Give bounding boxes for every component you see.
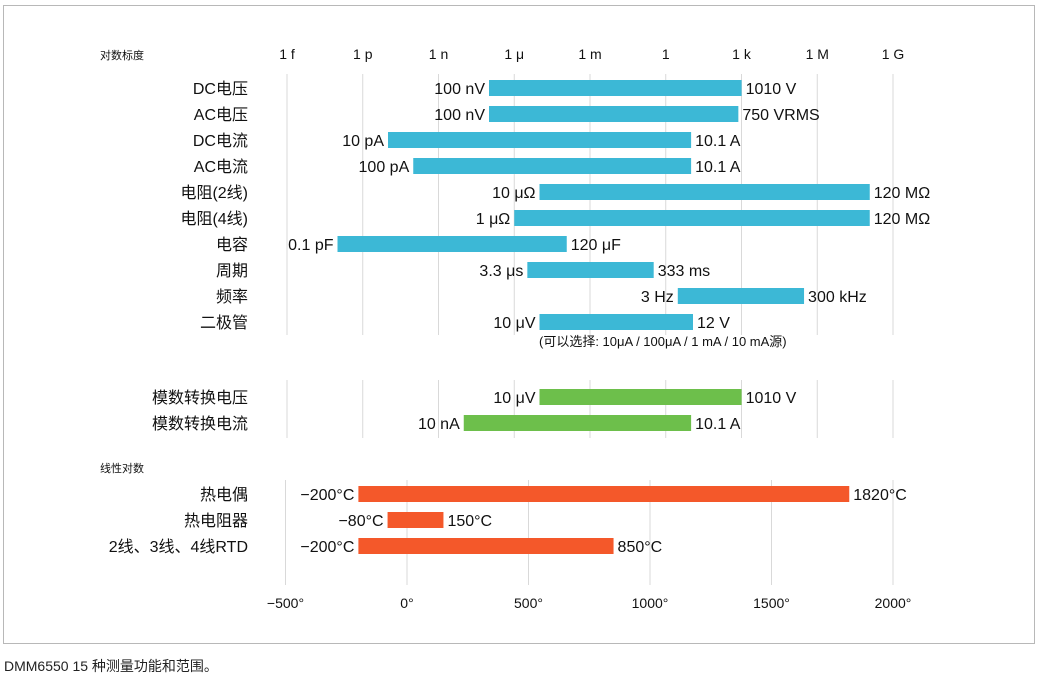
min-value-label: 100 pA (359, 159, 410, 176)
row-label: AC电流 (194, 158, 248, 176)
row-label: 电容 (216, 236, 248, 254)
min-value-label: −80°C (338, 513, 383, 530)
row-label: 2线、3线、4线RTD (109, 538, 248, 556)
range-bar (463, 415, 692, 431)
linear-tick-label: 500° (514, 595, 543, 611)
row-label: 模数转换电流 (152, 415, 248, 433)
row-label: 电阻(2线) (180, 184, 248, 202)
max-value-label: 12 V (697, 315, 730, 332)
min-value-label: 10 nA (418, 416, 460, 433)
row-label: AC电压 (194, 106, 248, 124)
min-value-label: 3.3 μs (479, 263, 523, 280)
max-value-label: 1010 V (746, 390, 797, 407)
max-value-label: 10.1 A (695, 159, 741, 176)
range-bar (387, 512, 444, 528)
max-value-label: 1010 V (746, 81, 797, 98)
min-value-label: 10 μΩ (492, 185, 535, 202)
section-title-linear: 线性对数 (100, 461, 144, 475)
range-bar (539, 184, 870, 200)
log-tick-label: 1 f (279, 46, 295, 62)
max-value-label: 750 VRMS (742, 107, 819, 124)
row-label: 热电阻器 (184, 512, 248, 530)
min-value-label: 10 μV (493, 390, 535, 407)
log-tick-label: 1 M (806, 46, 829, 62)
range-bar (539, 389, 742, 405)
figure-caption: DMM6550 15 种测量功能和范围。 (4, 658, 218, 674)
row-label: 二极管 (200, 314, 248, 332)
range-bar (413, 158, 692, 174)
max-value-label: 850°C (618, 539, 663, 556)
row-label: 模数转换电压 (152, 389, 248, 407)
row-label: DC电压 (193, 80, 248, 98)
max-value-label: 10.1 A (695, 133, 741, 150)
row-label: 周期 (216, 262, 248, 280)
min-value-label: 1 μΩ (476, 211, 511, 228)
log-tick-label: 1 n (429, 46, 448, 62)
range-bar (388, 132, 692, 148)
range-bar (489, 106, 739, 122)
min-value-label: 100 nV (434, 81, 485, 98)
min-value-label: 10 pA (342, 133, 384, 150)
diode-annotation: (可以选择: 10μA / 100μA / 1 mA / 10 mA源) (539, 334, 787, 349)
max-value-label: 120 MΩ (874, 185, 930, 202)
range-bar (539, 314, 693, 330)
linear-tick-label: 2000° (875, 595, 912, 611)
min-value-label: 0.1 pF (288, 237, 334, 254)
chart-frame (3, 5, 1035, 644)
row-label: 热电偶 (200, 486, 248, 504)
max-value-label: 1820°C (853, 487, 907, 504)
min-value-label: 10 μV (493, 315, 535, 332)
min-value-label: 100 nV (434, 107, 485, 124)
range-bar (358, 486, 850, 502)
log-tick-label: 1 μ (504, 46, 524, 62)
max-value-label: 120 MΩ (874, 211, 930, 228)
max-value-label: 300 kHz (808, 289, 867, 306)
range-bar (514, 210, 870, 226)
min-value-label: −200°C (300, 539, 354, 556)
row-label: 电阻(4线) (180, 210, 248, 228)
linear-tick-label: 0° (400, 595, 413, 611)
range-bar (527, 262, 654, 278)
max-value-label: 333 ms (658, 263, 710, 280)
row-label: 频率 (216, 288, 248, 306)
log-tick-label: 1 p (353, 46, 373, 62)
min-value-label: −200°C (300, 487, 354, 504)
log-tick-label: 1 m (578, 46, 601, 62)
log-tick-label: 1 G (882, 46, 905, 62)
min-value-label: 3 Hz (641, 289, 674, 306)
max-value-label: 10.1 A (695, 416, 741, 433)
linear-tick-label: 1000° (632, 595, 669, 611)
range-bar (677, 288, 805, 304)
log-tick-label: 1 (662, 46, 670, 62)
range-bar (489, 80, 742, 96)
log-tick-label: 1 k (732, 46, 752, 62)
linear-tick-label: −500° (267, 595, 304, 611)
linear-tick-label: 1500° (753, 595, 790, 611)
range-bar (337, 236, 567, 252)
max-value-label: 150°C (447, 513, 492, 530)
max-value-label: 120 μF (571, 237, 621, 254)
range-bar (358, 538, 614, 554)
row-label: DC电流 (193, 132, 248, 150)
section-title-log: 对数标度 (100, 48, 144, 62)
